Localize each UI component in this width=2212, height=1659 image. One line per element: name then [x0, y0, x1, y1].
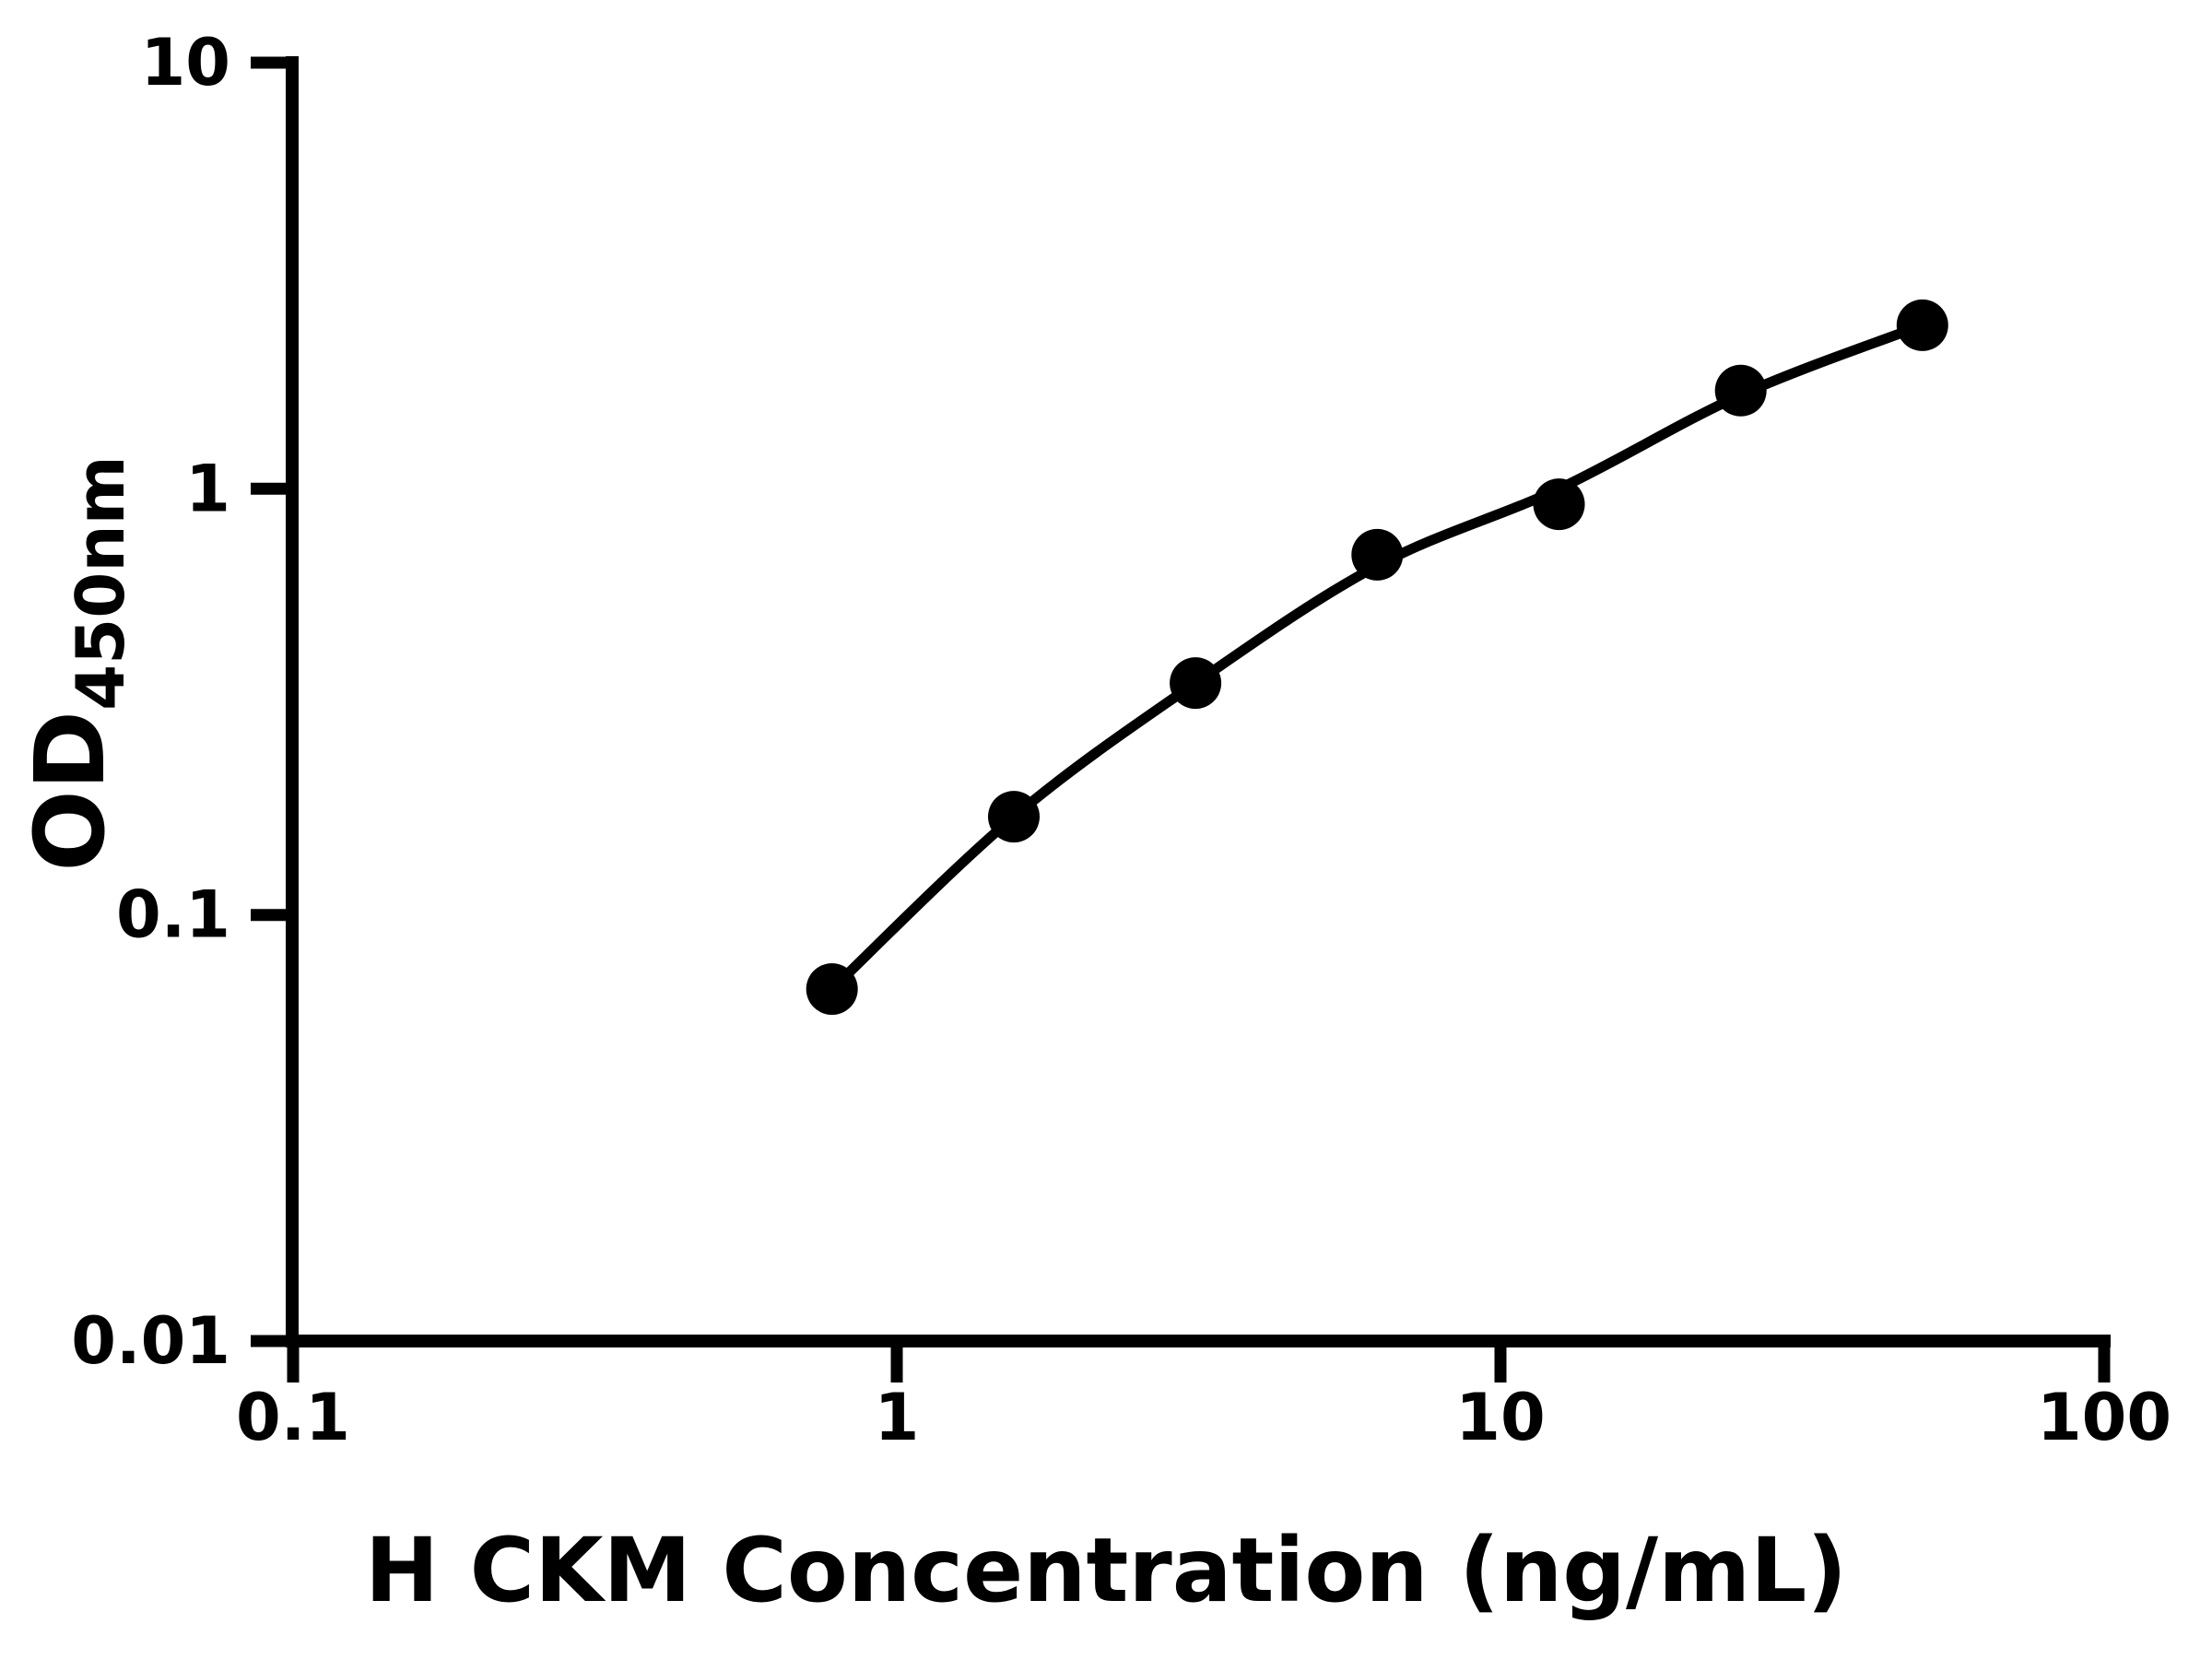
axis-ticks — [251, 56, 2111, 1382]
fit-curve-layer — [827, 320, 1928, 994]
fit-curve — [827, 320, 1928, 994]
y-axis-title: OD450nm — [14, 455, 139, 871]
data-point — [988, 791, 1040, 843]
data-points-layer — [806, 299, 1948, 1016]
y-tick-label: 1 — [185, 451, 230, 526]
x-tick-label: 0.1 — [236, 1380, 350, 1455]
data-point — [1533, 478, 1585, 531]
x-tick-label: 10 — [1455, 1380, 1545, 1455]
y-tick-label: 0.01 — [71, 1303, 230, 1379]
x-tick-label: 1 — [875, 1380, 920, 1455]
y-tick-label: 0.1 — [116, 877, 230, 953]
x-axis-title: H CKM Concentration (ng/mL) — [365, 1519, 1847, 1622]
data-point — [1896, 299, 1948, 351]
axes — [286, 56, 2111, 1347]
x-tick-label: 100 — [2037, 1380, 2171, 1455]
data-point — [806, 963, 858, 1016]
data-point — [1714, 364, 1767, 417]
y-axis-title-subscript: 450nm — [62, 455, 139, 711]
y-tick-label: 10 — [141, 25, 230, 100]
data-point — [1351, 528, 1404, 581]
data-point — [1170, 657, 1222, 710]
y-axis-title-main: OD — [14, 711, 126, 872]
